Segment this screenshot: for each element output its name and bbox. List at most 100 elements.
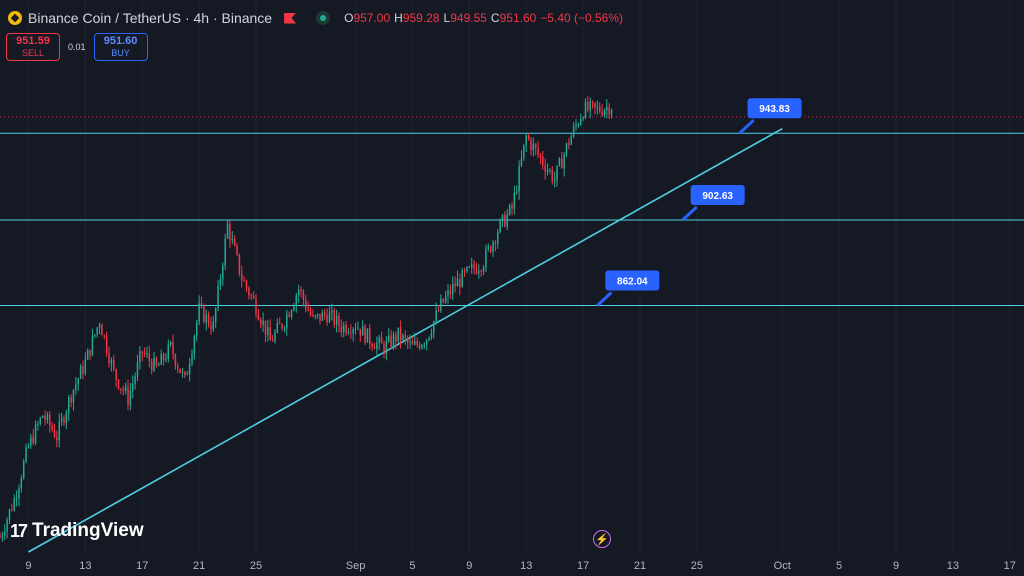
level-callout[interactable]: 862.04	[597, 270, 659, 305]
candle	[386, 336, 388, 360]
candle	[497, 229, 499, 249]
candle	[405, 330, 407, 345]
candle	[149, 346, 151, 367]
candle	[492, 240, 494, 257]
candle	[163, 352, 165, 365]
candle	[6, 517, 8, 538]
candle	[127, 380, 129, 411]
candle	[123, 386, 125, 396]
candle	[310, 307, 312, 317]
candle	[447, 284, 449, 303]
buy-button[interactable]: 951.60 BUY	[94, 33, 148, 61]
candle	[203, 303, 205, 323]
candle	[521, 150, 523, 167]
candle	[251, 293, 253, 300]
candle	[198, 295, 200, 325]
candle	[85, 352, 87, 375]
candle	[213, 316, 215, 332]
candle	[379, 335, 381, 350]
x-tick-label: 13	[79, 560, 91, 572]
candle	[355, 323, 357, 335]
candle	[73, 389, 75, 411]
candle	[549, 168, 551, 174]
candle	[258, 309, 260, 321]
candle	[137, 355, 139, 381]
candle	[589, 97, 591, 118]
candle	[419, 342, 421, 351]
lightning-icon[interactable]: ⚡	[593, 530, 611, 548]
flag-icon[interactable]	[284, 13, 296, 24]
candle	[217, 280, 219, 311]
candle	[333, 308, 335, 328]
x-tick-label: 25	[250, 560, 262, 572]
symbol-title[interactable]: Binance Coin / TetherUS · 4h · Binance	[28, 10, 272, 26]
candle	[573, 122, 575, 138]
level-callout[interactable]: 902.63	[683, 185, 745, 220]
candle	[255, 294, 257, 318]
candle	[397, 327, 399, 344]
candle	[158, 362, 160, 366]
candle	[457, 271, 459, 287]
candle	[388, 328, 390, 343]
candle	[459, 274, 461, 296]
buy-price: 951.60	[104, 35, 138, 47]
candle	[134, 372, 136, 389]
candle	[182, 368, 184, 378]
candle	[87, 348, 89, 360]
candle	[563, 152, 565, 176]
candle	[272, 335, 274, 342]
candle	[32, 429, 34, 445]
candle	[461, 268, 463, 288]
candle	[232, 231, 234, 244]
candle	[426, 339, 428, 350]
candle	[587, 96, 589, 113]
level-callout-label: 902.63	[702, 191, 733, 202]
candle	[96, 327, 98, 337]
candle	[433, 321, 435, 339]
candle	[535, 143, 537, 155]
candle	[518, 160, 520, 199]
x-tick-label: 17	[136, 560, 148, 572]
candle	[552, 166, 554, 185]
candle	[324, 309, 326, 320]
candle	[578, 123, 580, 128]
tradingview-logo-icon: 17	[10, 521, 26, 542]
candle	[196, 320, 198, 342]
candle	[412, 336, 414, 345]
candle	[265, 321, 267, 343]
candle	[443, 298, 445, 303]
candle	[28, 443, 30, 448]
candle	[490, 245, 492, 253]
candle	[348, 328, 350, 335]
candle	[262, 313, 264, 332]
candle	[390, 330, 392, 349]
candle	[113, 355, 115, 372]
market-status-icon[interactable]	[316, 11, 330, 25]
candle	[601, 104, 603, 117]
candle	[111, 357, 113, 371]
candle	[120, 388, 122, 394]
candle	[352, 327, 354, 341]
candle	[141, 351, 143, 361]
candle	[507, 209, 509, 230]
candle	[525, 133, 527, 152]
sell-button[interactable]: 951.59 SELL	[6, 33, 60, 61]
candle	[23, 459, 25, 480]
candle	[106, 332, 108, 357]
candle	[267, 320, 269, 341]
tradingview-logo[interactable]: 17 TradingView	[10, 520, 144, 542]
candle	[303, 289, 305, 306]
candle	[44, 410, 46, 425]
candle	[428, 337, 430, 341]
candle	[92, 329, 94, 357]
candle	[544, 159, 546, 180]
candle	[130, 383, 132, 410]
candle	[191, 349, 193, 366]
level-callout[interactable]: 943.83	[740, 98, 802, 133]
candle	[606, 99, 608, 118]
candle	[495, 240, 497, 251]
candle	[215, 307, 217, 327]
candle	[13, 494, 15, 511]
spread-value: 0.01	[68, 42, 86, 52]
